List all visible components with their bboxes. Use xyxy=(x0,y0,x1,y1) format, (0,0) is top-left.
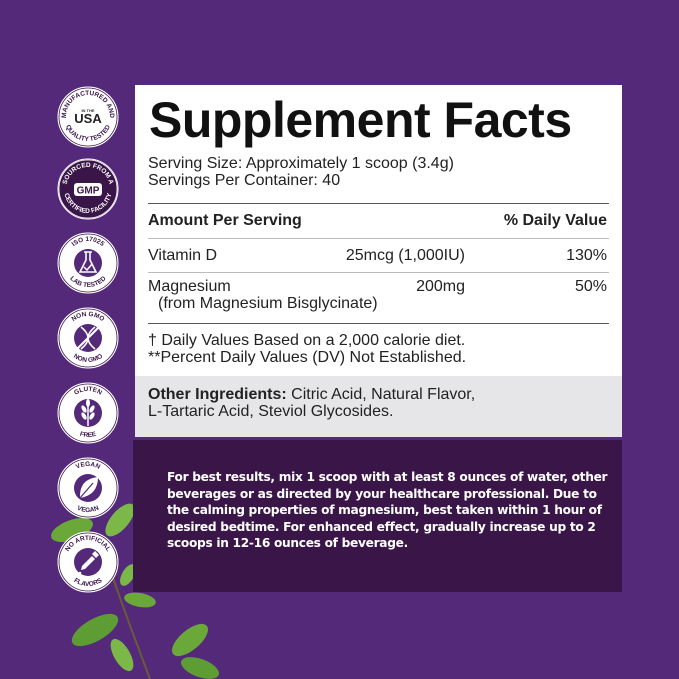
leaf-icon xyxy=(79,477,98,499)
divider xyxy=(148,238,609,239)
divider xyxy=(148,323,609,324)
directions-box: For best results, mix 1 scoop with at le… xyxy=(133,440,622,592)
badge-usa: IN THE USA MANUFACTURED AND QUALITY TESTE… xyxy=(57,86,119,148)
nutrient-name: Magnesium xyxy=(148,278,231,295)
svg-text:IN THE: IN THE xyxy=(81,108,94,113)
facts-title: Supplement Facts xyxy=(149,92,572,148)
nutrient-source: (from Magnesium Bisglycinate) xyxy=(158,295,378,312)
nutrient-dv: 50% xyxy=(574,278,607,295)
badge-flask: ISO 17025 LAB TESTED xyxy=(57,232,119,294)
other-ingredients-text: Citric Acid, Natural Flavor, xyxy=(286,386,476,403)
badge-wheat: GLUTEN FREE xyxy=(57,382,119,444)
nutrient-dv: 130% xyxy=(566,247,607,264)
serving-size: Serving Size: Approximately 1 scoop (3.4… xyxy=(148,155,454,172)
nutrient-amount: 200mg xyxy=(416,278,465,295)
footnote-daily-values: † Daily Values Based on a 2,000 calorie … xyxy=(148,332,466,349)
dropper-icon xyxy=(78,551,99,575)
nutrient-amount: 25mcg (1,000IU) xyxy=(345,247,465,264)
divider xyxy=(148,203,609,204)
badge-dropper: NO ARTIFICIAL FLAVORS xyxy=(57,531,119,593)
header-amount: Amount Per Serving xyxy=(148,212,302,229)
badge-bottom-text: FLAVORS xyxy=(73,577,104,588)
badge-bottom-text: NON GMO xyxy=(72,353,104,364)
other-ingredients-band: Other Ingredients: Citric Acid, Natural … xyxy=(135,376,622,437)
divider xyxy=(148,272,609,273)
badge-gmp: GMP SOURCED FROM A CERTIFIED FACILITY xyxy=(57,158,119,220)
other-ingredients-label: Other Ingredients: xyxy=(148,386,287,403)
header-daily-value: % Daily Value xyxy=(503,212,607,229)
badge-dna-crossed: NON GMO NON GMO xyxy=(57,307,119,369)
badge-top-text: VEGAN xyxy=(75,461,102,471)
badge-top-text: GLUTEN xyxy=(73,386,103,397)
directions-text: For best results, mix 1 scoop with at le… xyxy=(167,470,608,550)
dna-crossed-icon xyxy=(76,326,100,350)
wheat-icon xyxy=(81,399,95,426)
supplement-facts-panel: Supplement Facts Serving Size: Approxima… xyxy=(135,85,622,437)
badge-bottom-text: FREE xyxy=(79,431,98,440)
other-ingredients-text: L-Tartaric Acid, Steviol Glycosides. xyxy=(148,403,394,420)
nutrient-name: Vitamin D xyxy=(148,247,218,264)
flask-icon xyxy=(78,251,98,273)
servings-per-container: Servings Per Container: 40 xyxy=(148,172,341,189)
badge-bottom-text: VEGAN xyxy=(76,505,100,514)
gmp-icon: GMP xyxy=(74,183,102,197)
footnote-not-established: **Percent Daily Values (DV) Not Establis… xyxy=(148,349,467,366)
svg-text:GMP: GMP xyxy=(77,186,100,197)
badge-leaf: VEGAN VEGAN xyxy=(57,457,119,519)
svg-text:USA: USA xyxy=(74,111,102,126)
